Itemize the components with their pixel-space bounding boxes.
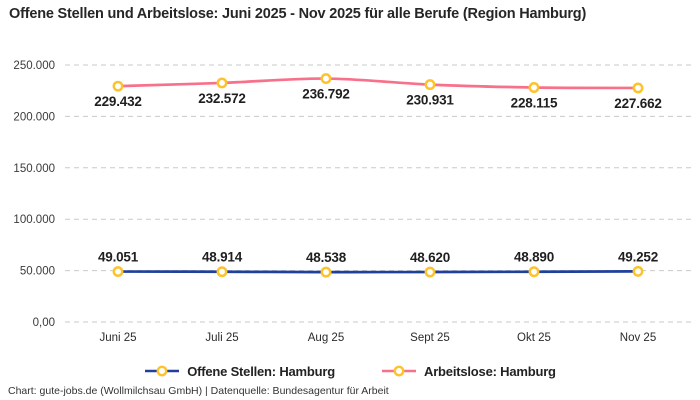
chart-legend: Offene Stellen: Hamburg Arbeitslose: Ham… xyxy=(0,360,700,382)
legend-label-offene-stellen: Offene Stellen: Hamburg xyxy=(187,363,335,379)
series-labels-1: 229.432 232.572 236.792 230.931 228.115 227.6… xyxy=(94,87,662,111)
svg-text:227.662: 227.662 xyxy=(614,96,661,111)
legend-item-arbeitslose[interactable]: Arbeitslose: Hamburg xyxy=(381,364,556,379)
svg-text:236.792: 236.792 xyxy=(302,87,349,102)
svg-text:150.000: 150.000 xyxy=(13,163,55,175)
line-marker-icon xyxy=(382,365,416,377)
series-line-0 xyxy=(116,270,640,274)
svg-text:200.000: 200.000 xyxy=(13,111,55,123)
series-markers-0 xyxy=(112,265,644,278)
svg-text:49.252: 49.252 xyxy=(618,249,658,264)
svg-text:228.115: 228.115 xyxy=(511,95,558,110)
svg-text:250.000: 250.000 xyxy=(13,60,55,72)
chart-attribution: Chart: gute-jobs.de (Wollmilchsau GmbH) … xyxy=(8,385,389,397)
series-labels-0: 49.051 48.914 48.538 48.620 48.890 49.252 xyxy=(98,249,658,265)
svg-text:Okt 25: Okt 25 xyxy=(517,332,551,344)
series-line-1 xyxy=(116,77,640,90)
svg-text:229.432: 229.432 xyxy=(94,94,141,109)
svg-text:48.890: 48.890 xyxy=(514,250,554,265)
svg-text:232.572: 232.572 xyxy=(198,91,245,106)
svg-text:48.538: 48.538 xyxy=(306,250,347,265)
svg-text:0,00: 0,00 xyxy=(33,317,55,329)
svg-text:50.000: 50.000 xyxy=(20,266,55,278)
svg-text:48.620: 48.620 xyxy=(410,250,450,265)
svg-text:100.000: 100.000 xyxy=(13,214,55,226)
svg-text:48.914: 48.914 xyxy=(202,250,243,265)
legend-item-offene-stellen[interactable]: Offene Stellen: Hamburg xyxy=(144,364,335,379)
chart-title: Offene Stellen und Arbeitslose: Juni 202… xyxy=(9,6,587,22)
svg-text:Aug 25: Aug 25 xyxy=(308,332,344,344)
svg-text:49.051: 49.051 xyxy=(98,250,139,265)
svg-text:Sept 25: Sept 25 xyxy=(410,332,450,344)
line-marker-icon xyxy=(145,365,180,377)
svg-text:Juni 25: Juni 25 xyxy=(99,332,136,344)
svg-text:230.931: 230.931 xyxy=(406,93,454,108)
svg-text:Juli 25: Juli 25 xyxy=(205,332,238,344)
series-markers-1 xyxy=(112,73,644,94)
legend-label-arbeitslose: Arbeitslose: Hamburg xyxy=(424,363,556,379)
chart-canvas: 250.000 200.000 150.000 100.000 50.000 0,00 Ju… xyxy=(13,60,693,344)
svg-text:Nov 25: Nov 25 xyxy=(620,332,656,344)
